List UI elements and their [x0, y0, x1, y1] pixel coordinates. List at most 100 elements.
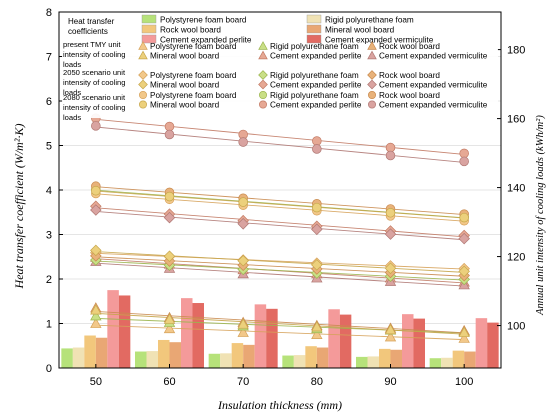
data-point: [90, 310, 102, 321]
y-left-tick-label: 8: [46, 7, 52, 19]
legend-label: Cement expanded perlite: [270, 52, 362, 61]
legend-label: Cement expanded vermiculite: [379, 52, 488, 61]
axes-layer: 0 1 2 3 4 5 6 7 8 100 120 140 160 180 50 60 70 80 90 100: [46, 7, 525, 388]
trend-line: [95, 126, 465, 163]
bar: [169, 342, 181, 368]
data-point: [458, 265, 470, 278]
data-point: [311, 321, 323, 332]
data-point: [458, 232, 470, 245]
legend-label: Rigid polyurethane foam: [325, 16, 414, 25]
y-left-tick-label: 4: [46, 185, 52, 197]
x-tick-label: 80: [311, 376, 323, 388]
bar: [328, 309, 340, 368]
legend-group-label-present: loads: [63, 60, 81, 69]
data-point: [237, 218, 249, 230]
data-point: [164, 121, 175, 132]
y-left-tick-label: 1: [46, 319, 52, 331]
legend-label: Rigid polyurethane foam: [270, 71, 359, 80]
trend-line: [95, 262, 465, 287]
legend-marker: [138, 41, 148, 50]
data-point: [384, 323, 397, 335]
legend-label: Polystyrene foam board: [150, 91, 237, 100]
data-point: [163, 250, 176, 262]
legend-marker: [258, 50, 268, 60]
legend-label: Cement expanded vermiculite: [379, 81, 488, 90]
data-point: [458, 332, 470, 343]
trend-line: [95, 190, 465, 219]
legend-marker: [259, 91, 267, 99]
bar: [61, 348, 73, 368]
bar: [146, 351, 158, 368]
legend-marker: [258, 41, 268, 50]
trend-line: [95, 118, 465, 155]
legend-group-label-2050: loads: [63, 88, 81, 97]
legend-marker: [368, 91, 376, 99]
y-right-tick-label: 140: [507, 183, 525, 195]
x-tick-label: 50: [90, 376, 102, 388]
data-point: [384, 228, 397, 240]
y-left-tick-label: 6: [46, 96, 52, 108]
legend-label: Rock wool board: [379, 91, 440, 100]
data-point: [237, 326, 249, 337]
bar: [452, 350, 465, 368]
data-point: [90, 244, 102, 257]
bar: [95, 337, 108, 368]
bar: [181, 298, 193, 368]
legend-group-label-2080: loads: [63, 113, 81, 122]
bar: [316, 347, 329, 368]
trend-line: [95, 311, 465, 334]
x-axis-title: Insulation thickness (mm): [217, 398, 342, 412]
legend-label: Rigid polyurethane foam: [270, 42, 359, 51]
data-point: [384, 262, 397, 275]
bar: [135, 351, 147, 368]
trend-line: [95, 324, 465, 341]
bar: [84, 335, 96, 368]
y-left-tick-label: 2: [46, 274, 52, 286]
y-right-tick-label: 100: [507, 321, 525, 333]
legend-group-label-2050: intensity of cooling: [63, 78, 125, 87]
y-axis-right-title: Annual unit intensity of cooling loads (…: [535, 115, 546, 316]
legend-group-label-present: present TMY unit: [63, 40, 121, 49]
legend-label: Polystyrene foam board: [150, 42, 237, 51]
bar: [379, 348, 391, 368]
legend-label: Mineral wool board: [150, 52, 220, 61]
legend-marker: [259, 100, 267, 109]
data-point: [312, 136, 322, 146]
data-point: [91, 121, 101, 131]
y-left-tick-label: 7: [46, 52, 52, 64]
bar: [429, 358, 442, 368]
data-point: [311, 328, 323, 339]
bar: [243, 344, 255, 368]
y-right-tick-label: 180: [507, 45, 525, 57]
legend-label: Mineral wool board: [325, 26, 395, 35]
legend-label: Mineral wool board: [150, 101, 220, 110]
bar: [356, 356, 368, 368]
trend-lines-layer: [95, 118, 465, 341]
bar: [402, 314, 414, 368]
trend-line: [95, 260, 465, 281]
legend-marker: [367, 41, 377, 50]
trend-line: [95, 312, 465, 335]
legend-label: Cement expanded perlite: [160, 36, 252, 45]
bar: [208, 353, 221, 368]
legend-group-label-heat: Heat transfer: [68, 17, 115, 26]
data-point: [238, 137, 248, 147]
data-point: [163, 313, 176, 324]
y-left-tick-label: 3: [46, 230, 52, 242]
data-point: [384, 331, 397, 342]
data-point: [311, 259, 323, 271]
legend-group-label-2080: intensity of cooling: [63, 103, 125, 112]
legend-group-label-heat: coefficients: [68, 27, 108, 36]
y-right-tick-label: 160: [507, 114, 525, 126]
legend-swatch: [306, 24, 322, 34]
data-point: [459, 212, 469, 223]
data-point: [90, 204, 102, 216]
data-point: [164, 129, 175, 140]
trend-line: [95, 256, 465, 277]
legend-label: Cement expanded vermiculite: [379, 101, 488, 110]
x-tick-label: 100: [455, 376, 473, 388]
legend-marker: [138, 79, 148, 90]
data-point: [311, 223, 323, 236]
